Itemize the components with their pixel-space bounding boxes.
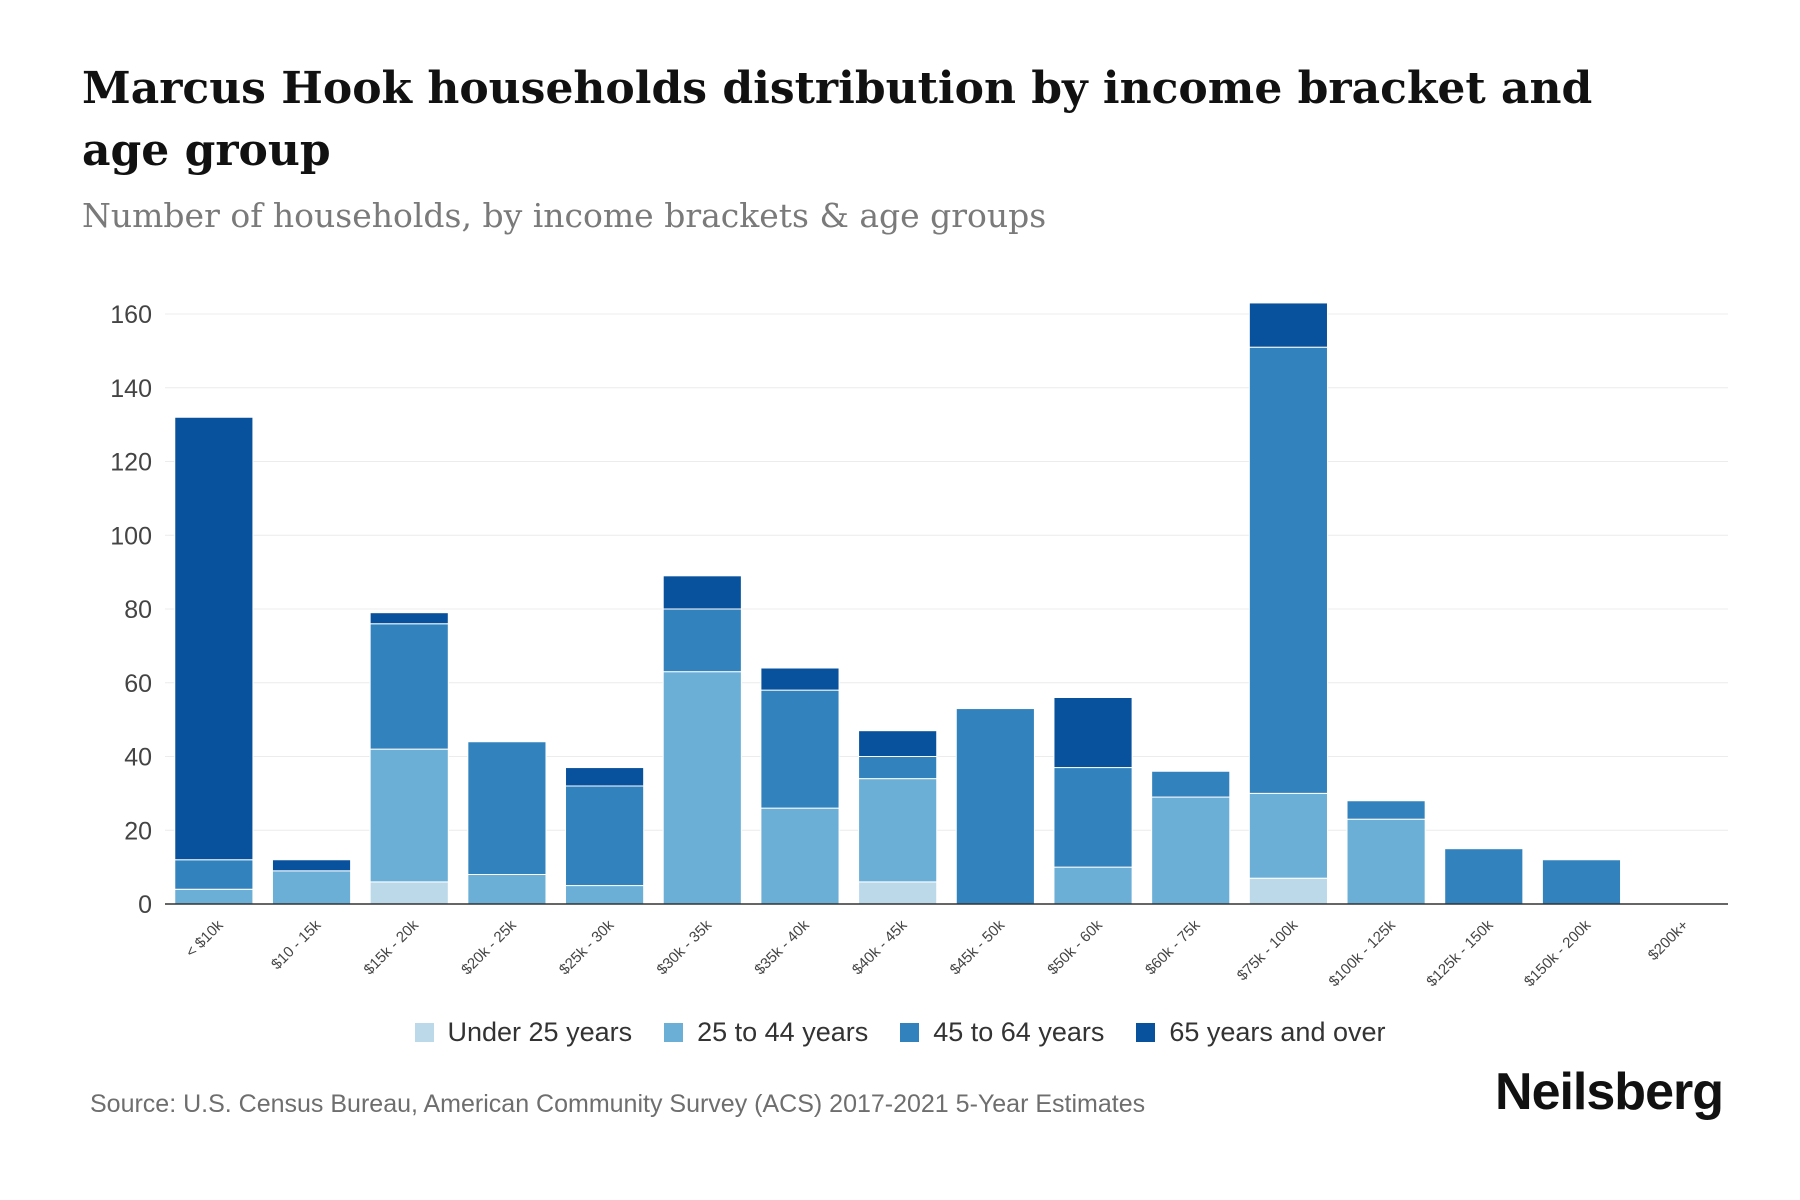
bar-segment: [369, 748, 449, 883]
bar-segment: [1248, 346, 1328, 794]
x-tick-label: $150k - 200k: [1521, 916, 1595, 990]
bar-segment: [369, 623, 449, 750]
bar-segment: [1541, 859, 1622, 905]
bar-segment: [565, 767, 645, 787]
bar-segment: [760, 689, 840, 809]
bar-segment: [760, 667, 840, 691]
y-tick-label: 120: [110, 449, 152, 477]
bar-segment: [174, 888, 254, 905]
legend-item: 25 to 44 years: [664, 1017, 868, 1048]
bar-segment: [858, 756, 938, 780]
x-tick-label: $30k - 35k: [654, 916, 716, 978]
bar-segment: [271, 859, 352, 872]
legend-swatch: [1136, 1023, 1156, 1042]
bar-segment: [1248, 877, 1328, 905]
chart-subtitle: Number of households, by income brackets…: [82, 196, 1047, 235]
bar-segment: [369, 881, 449, 905]
bar-segment: [174, 416, 254, 861]
x-tick-label: $75k - 100k: [1234, 916, 1302, 984]
y-tick-label: 140: [110, 375, 152, 403]
legend-swatch: [900, 1023, 920, 1042]
x-tick-label: $50k - 60k: [1044, 916, 1106, 978]
legend-label: Under 25 years: [447, 1017, 633, 1047]
x-tick-label: $25k - 30k: [556, 916, 618, 978]
y-tick-label: 40: [124, 744, 152, 772]
bar-segment: [1444, 848, 1524, 905]
bar-segment: [858, 778, 938, 883]
y-tick-label: 80: [124, 596, 152, 624]
stacked-bar-chart: 0 20 40 60 80 100 120 140 160 < $10k $10 - 15k $15k…: [110, 301, 1728, 990]
chart-legend: Under 25 years 25 to 44 years 45 to 64 yea…: [0, 1017, 1800, 1048]
bar-segment: [662, 671, 742, 905]
bar-segment: [1346, 800, 1426, 820]
legend-item: 65 years and over: [1136, 1017, 1386, 1048]
legend-label: 25 to 44 years: [697, 1017, 869, 1047]
legend-label: 65 years and over: [1169, 1017, 1386, 1047]
bar-segment: [174, 859, 254, 890]
x-tick-label: $100k - 125k: [1326, 916, 1400, 990]
y-tick-label: 60: [124, 670, 152, 698]
bar-segment: [1346, 818, 1426, 905]
bar-segment: [1248, 302, 1328, 348]
legend-label: 45 to 64 years: [933, 1017, 1105, 1047]
bar-segment: [565, 885, 645, 905]
bar-segment: [760, 807, 840, 905]
legend-swatch: [664, 1023, 684, 1042]
legend-item: Under 25 years: [414, 1017, 633, 1048]
bar-segment: [955, 708, 1035, 905]
bar-segment: [1248, 792, 1328, 879]
legend-swatch: [414, 1023, 434, 1042]
x-tick-label: $125k - 150k: [1423, 916, 1497, 990]
bar-segment: [1053, 767, 1133, 868]
bar-segment: [369, 612, 449, 625]
x-tick-label: < $10k: [183, 916, 228, 961]
y-tick-label: 160: [110, 301, 152, 329]
bar-segment: [1053, 866, 1133, 905]
x-tick-label: $35k - 40k: [751, 916, 813, 978]
bar-segment: [662, 608, 742, 673]
legend-item: 45 to 64 years: [900, 1017, 1104, 1048]
bar-segment: [565, 785, 645, 887]
chart-title: Marcus Hook households distribution by i…: [82, 63, 1593, 176]
y-tick-label: 20: [124, 817, 152, 845]
source-note: Source: U.S. Census Bureau, American Com…: [90, 1090, 1146, 1118]
x-tick-label: $200k+: [1645, 917, 1692, 964]
x-tick-label: $45k - 50k: [947, 916, 1009, 978]
y-tick-label: 100: [110, 522, 152, 550]
bar-segment: [1053, 697, 1133, 769]
bar-segment: [858, 881, 938, 905]
brand-logo: Neilsberg: [1495, 1063, 1724, 1121]
bar-segment: [662, 575, 742, 610]
x-tick-label: $15k - 20k: [360, 916, 422, 978]
x-tick-label: $60k - 75k: [1142, 916, 1204, 978]
bar-segment: [467, 874, 547, 905]
y-tick-label: 0: [138, 891, 152, 919]
bar-segment: [467, 741, 547, 875]
x-tick-label: $40k - 45k: [849, 916, 911, 978]
bar-segment: [1151, 796, 1231, 905]
bar-segment: [1151, 770, 1231, 798]
x-tick-label: $20k - 25k: [458, 916, 520, 978]
bar-segment: [271, 870, 352, 905]
bar-segment: [858, 730, 938, 757]
x-tick-label: $10 - 15k: [268, 916, 325, 973]
